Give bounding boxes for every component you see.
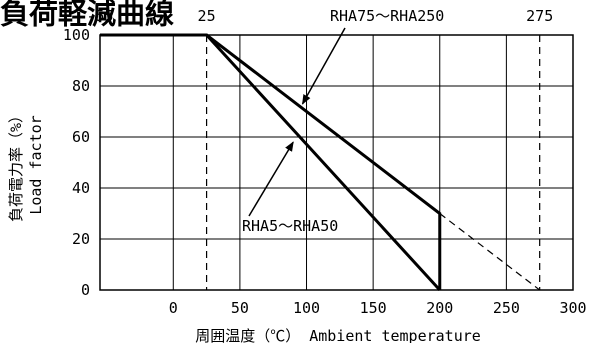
x-tick-label-0: 0 bbox=[169, 299, 178, 317]
extrapolation-line bbox=[439, 213, 541, 291]
chart-title: 負荷軽減曲線 bbox=[0, 0, 174, 31]
x-tick-label-5: 250 bbox=[493, 299, 520, 317]
y-tick-label-4: 80 bbox=[72, 77, 90, 95]
x-tick-label-1: 50 bbox=[231, 299, 249, 317]
annotation-label-0: RHA75〜RHA250 bbox=[330, 7, 444, 25]
y-axis-label-english: Load factor bbox=[27, 115, 45, 214]
annotations: RHA75〜RHA250 RHA5〜RHA50 bbox=[242, 7, 444, 235]
x-tick-label-3: 150 bbox=[360, 299, 387, 317]
y-tick-label-1: 20 bbox=[72, 230, 90, 248]
annotation-arrow-1 bbox=[248, 141, 294, 217]
top-tick-label-0: -55 bbox=[86, 7, 113, 25]
top-tick-label-1: 25 bbox=[198, 7, 216, 25]
plot-frame bbox=[99, 34, 574, 291]
x-tick-label-4: 200 bbox=[426, 299, 453, 317]
x-tick-label-2: 100 bbox=[293, 299, 320, 317]
y-axis-label: 負荷電力率（%） bbox=[7, 108, 25, 222]
plot-border bbox=[99, 34, 574, 291]
annotation-label-1: RHA5〜RHA50 bbox=[242, 217, 338, 235]
y-tick-label-3: 60 bbox=[72, 128, 90, 146]
x-axis-label: 周囲温度（℃） Ambient temperature bbox=[195, 327, 481, 343]
y-tick-label-2: 40 bbox=[72, 179, 90, 197]
top-tick-label-2: 275 bbox=[526, 7, 553, 25]
series-line-0 bbox=[100, 33, 442, 290]
series-lines bbox=[100, 33, 442, 292]
y-tick-label-5: 100 bbox=[63, 26, 90, 44]
grid-lines bbox=[100, 35, 573, 290]
annotation-arrow-0 bbox=[301, 27, 346, 105]
x-tick-label-6: 300 bbox=[559, 299, 586, 317]
y-tick-label-0: 0 bbox=[81, 281, 90, 299]
series-line-1 bbox=[100, 33, 441, 292]
reference-lines bbox=[205, 35, 541, 291]
